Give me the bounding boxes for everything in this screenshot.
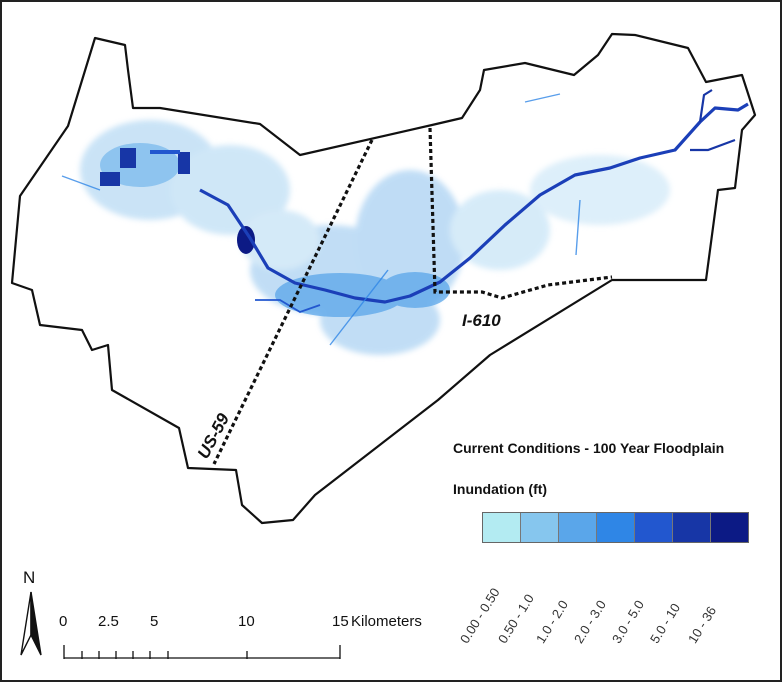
scale-bar: 0 2.5 5 10 15 Kilometers [59,613,422,659]
scale-tick-10: 10 [238,613,255,630]
scale-tick-2-5: 2.5 [98,613,119,630]
legend-swatch [597,513,635,542]
scale-tick-15: 15 [332,613,349,630]
scale-units: Kilometers [351,613,422,630]
i-610-label: I-610 [462,311,501,330]
scale-tick-0: 0 [59,613,67,630]
north-letter: N [23,568,35,587]
legend-swatch [673,513,711,542]
scale-tick-5: 5 [150,613,158,630]
highway-i-610: I-610 [428,127,613,330]
legend-swatch [711,513,748,542]
legend-title: Current Conditions - 100 Year Floodplain [453,440,725,456]
legend-swatch [635,513,673,542]
legend-swatch [559,513,597,542]
legend-subtitle: Inundation (ft) [453,481,548,497]
legend-swatch [483,513,521,542]
floodplain-inundation [61,89,749,355]
legend-swatch [521,513,559,542]
north-arrow: N [20,568,42,656]
legend-color-ramp [482,512,749,543]
north-arrow-icon [20,591,32,656]
